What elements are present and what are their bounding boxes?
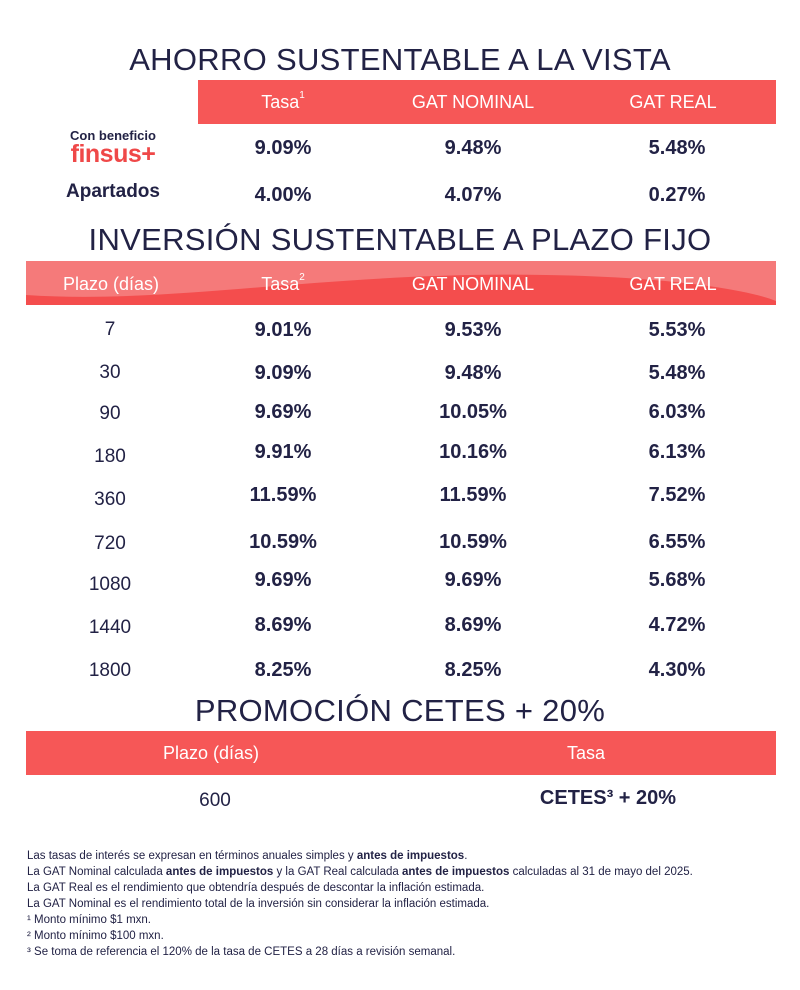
tasa-cell: 9.69% (254, 569, 312, 591)
footer-line: ² Monto mínimo $100 mxn. (27, 930, 164, 942)
tasa-cell: 9.01% (254, 319, 312, 341)
table-row: 90 9.69% 10.05% 6.03% (0, 401, 800, 431)
footer-line: La GAT Real es el rendimiento que obtend… (27, 882, 485, 894)
tasa-cell: 8.25% (254, 659, 312, 681)
promocion-header-plazo: Plazo (días) (162, 743, 260, 763)
plazo-cell: 90 (99, 403, 121, 424)
gat-nominal-cell: 9.48% (444, 362, 502, 384)
promocion-header-bar: Plazo (días) Tasa (26, 731, 776, 775)
gat-real-cell: 6.03% (648, 401, 706, 423)
plazo-cell: 7 (104, 319, 116, 340)
inversion-header-background (26, 261, 776, 305)
footer-line: La GAT Nominal es el rendimiento total d… (27, 898, 490, 910)
table-row: 720 10.59% 10.59% 6.55% (0, 531, 800, 561)
table-row: 30 9.09% 9.48% 5.48% (0, 360, 800, 390)
gat-real-cell: 6.55% (648, 531, 706, 553)
gat-real-cell: 5.53% (648, 319, 706, 341)
footer-line: La GAT Nominal calculada antes de impues… (27, 866, 693, 878)
gat-real-cell: 7.52% (648, 484, 706, 506)
footer-line: ¹ Monto mínimo $1 mxn. (27, 914, 151, 926)
table-row: 360 11.59% 11.59% 7.52% (0, 484, 800, 517)
finsus-row-label: Con beneficio finsus+ (28, 128, 198, 168)
footer-line: ³ Se toma de referencia el 120% de la ta… (27, 946, 456, 958)
plazo-cell: 360 (94, 489, 126, 510)
promocion-title: PROMOCIÓN CETES + 20% (194, 693, 606, 728)
footer-notes: Las tasas de interés se expresan en térm… (27, 848, 787, 960)
footer-line: Las tasas de interés se expresan en térm… (27, 850, 468, 862)
inversion-title: INVERSIÓN SUSTENTABLE A PLAZO FIJO (88, 222, 712, 257)
tasa-cell: 9.09% (254, 362, 312, 384)
gat-nominal-cell: 8.25% (444, 659, 502, 681)
inversion-header-tasa: Tasa2 (261, 272, 305, 294)
plazo-cell: 1800 (88, 660, 132, 681)
ahorro-finsus-gat-real: 5.48% (648, 137, 706, 159)
tasa-cell: 10.59% (249, 531, 317, 553)
gat-nominal-cell: 10.16% (439, 441, 507, 463)
finsus-caption: Con beneficio (70, 128, 156, 143)
gat-real-cell: 5.68% (648, 569, 706, 591)
plazo-cell: 1080 (88, 574, 132, 595)
table-row: 1440 8.69% 8.69% 4.72% (0, 614, 800, 645)
gat-nominal-cell: 9.69% (444, 569, 502, 591)
ahorro-apartados-tasa: 4.00% (254, 184, 312, 206)
inversion-header-plazo: Plazo (días) (62, 274, 160, 294)
ahorro-header-gat-nominal: GAT NOMINAL (411, 92, 535, 112)
tasa-cell: 9.91% (254, 441, 312, 463)
gat-real-cell: 5.48% (648, 362, 706, 384)
gat-nominal-cell: 11.59% (439, 484, 507, 506)
promocion-header-tasa: Tasa (566, 743, 606, 763)
gat-real-cell: 4.72% (648, 614, 706, 636)
plazo-cell: 180 (94, 446, 126, 467)
gat-nominal-cell: 10.59% (439, 531, 507, 553)
ahorro-header-gat-real: GAT REAL (629, 92, 717, 112)
table-row: 7 9.01% 9.53% 5.53% (0, 317, 800, 347)
gat-nominal-cell: 10.05% (439, 401, 507, 423)
gat-real-cell: 4.30% (648, 659, 706, 681)
ahorro-title: AHORRO SUSTENTABLE A LA VISTA (129, 42, 671, 77)
inversion-header-gat-real: GAT REAL (629, 274, 717, 294)
finsus-logo: finsus+ (70, 140, 156, 168)
table-row: 1800 8.25% 8.25% 4.30% (0, 658, 800, 688)
gat-real-cell: 6.13% (648, 441, 706, 463)
tasa-cell: 9.69% (254, 401, 312, 423)
table-row: 1080 9.69% 9.69% 5.68% (0, 569, 800, 602)
table-row: 180 9.91% 10.16% 6.13% (0, 441, 800, 474)
ahorro-apartados-gat-real: 0.27% (648, 184, 706, 206)
gat-nominal-cell: 9.53% (444, 319, 502, 341)
ahorro-finsus-tasa: 9.09% (254, 137, 312, 159)
promocion-plazo-cell: 600 (199, 790, 231, 811)
plazo-cell: 30 (99, 362, 121, 383)
inversion-header-gat-nominal: GAT NOMINAL (411, 274, 535, 294)
ahorro-apartados-gat-nominal: 4.07% (444, 184, 502, 206)
gat-nominal-cell: 8.69% (444, 614, 502, 636)
tasa-cell: 11.59% (249, 484, 317, 506)
tasa-cell: 8.69% (254, 614, 312, 636)
plazo-cell: 720 (94, 533, 126, 554)
apartados-label: Apartados (66, 181, 160, 202)
plazo-cell: 1440 (88, 617, 132, 638)
promocion-tasa-cell: CETES³ + 20% (539, 787, 677, 809)
ahorro-header-tasa: Tasa1 (261, 90, 305, 112)
inversion-header-bar: Plazo (días) Tasa2 GAT NOMINAL GAT REAL (26, 261, 776, 305)
ahorro-finsus-gat-nominal: 9.48% (444, 137, 502, 159)
ahorro-header-bar: Tasa1 GAT NOMINAL GAT REAL (198, 80, 776, 124)
